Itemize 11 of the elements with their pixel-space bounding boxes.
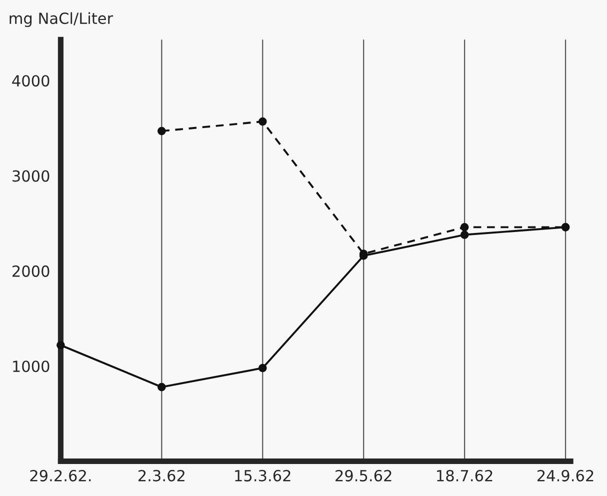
y-tick-label: 3000 (12, 170, 50, 182)
x-tick-label: 15.3.62 (235, 470, 290, 482)
y-tick-label: 1000 (13, 360, 50, 372)
x-tick-label: 24.9.62 (537, 470, 594, 482)
x-tick-label: 29.5.62 (336, 470, 392, 482)
x-tick-label: 2.3.62 (138, 470, 184, 482)
y-axis-title: mg NaCl/Liter (10, 12, 114, 28)
x-tick-label: 29.2.62. (30, 470, 91, 482)
y-tick-label: 2000 (12, 265, 50, 277)
y-tick-label: 4000 (12, 75, 50, 87)
x-tick-label: 18.7.62 (437, 470, 492, 482)
